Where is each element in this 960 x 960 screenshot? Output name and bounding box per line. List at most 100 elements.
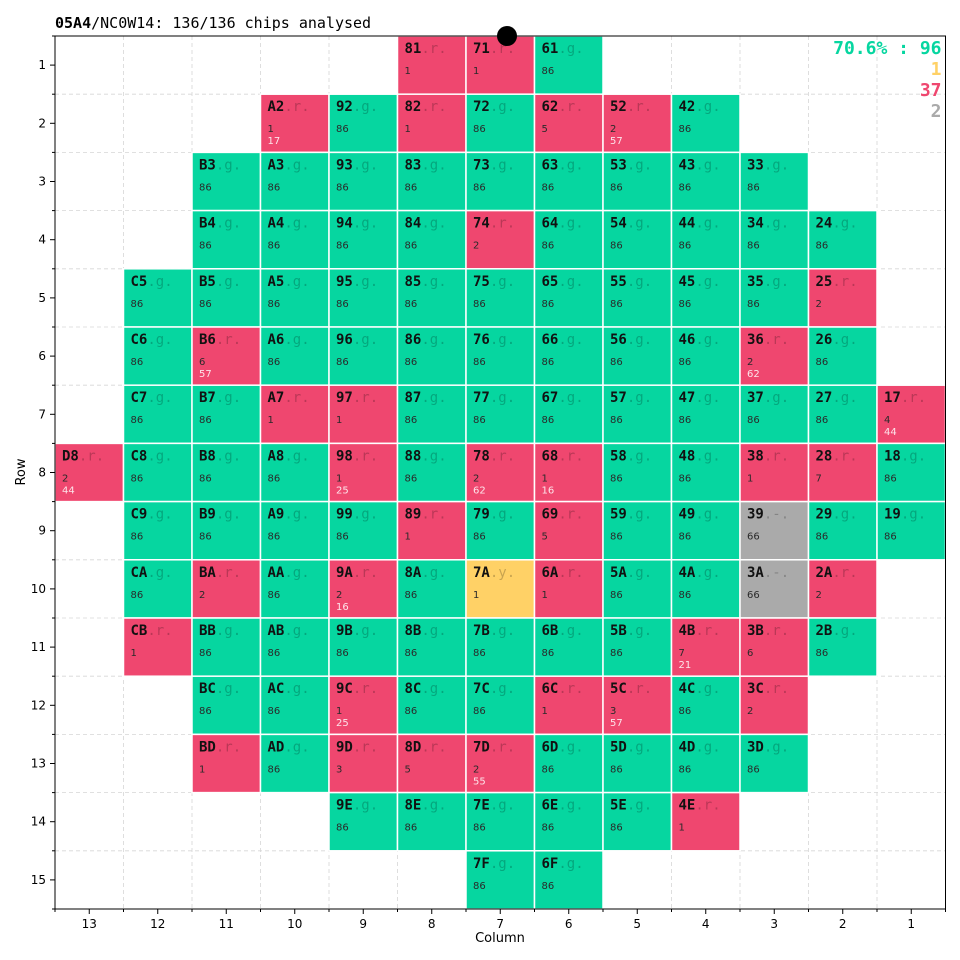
chip-cell-fill [533, 35, 604, 95]
chip-id-label: C5.g. [131, 274, 173, 290]
chip-cell-fill [396, 675, 467, 736]
chip-value-label: 2 [816, 590, 822, 601]
chip-secondary-label: 62 [747, 369, 760, 380]
chip-cell-fill [739, 442, 810, 503]
chip-id-label: 89.r. [405, 507, 447, 523]
chip-id-label: 85.g. [405, 274, 447, 290]
chip-id-label: 93.g. [336, 157, 378, 173]
chip-value-label: 86 [268, 473, 281, 484]
chip-cell-61: 61.g. 86 [533, 35, 604, 95]
chip-id-label: 8B.g. [405, 623, 447, 639]
chip-id-label: AC.g. [268, 681, 310, 697]
y-tick-label: 12 [31, 698, 46, 712]
chip-id-label: 96.g. [336, 332, 378, 348]
y-tick-label: 13 [31, 757, 46, 771]
chip-value-label: 86 [199, 415, 212, 426]
chip-id-label: 77.g. [473, 390, 515, 406]
chip-value-label: 86 [816, 415, 829, 426]
wafer-notch-marker [497, 26, 517, 46]
chip-cell-fill [602, 151, 673, 212]
chip-id-label: 56.g. [610, 332, 652, 348]
chip-id-label: 8A.g. [405, 565, 447, 581]
chip-cell-fill [533, 559, 604, 619]
chip-id-label: C9.g. [131, 507, 173, 523]
chip-cell-67: 67.g. 86 [533, 384, 604, 445]
chip-secondary-label: 44 [62, 485, 75, 496]
chip-cell-43: 43.g. 86 [670, 151, 741, 212]
chip-cell-29: 29.g. 86 [807, 500, 878, 561]
chip-cell-18: 18.g. 86 [876, 442, 947, 503]
x-tick-label: 11 [219, 917, 234, 931]
chip-id-label: 4B.r. [679, 623, 721, 639]
chip-id-label: 99.g. [336, 507, 378, 523]
chip-id-label: 6C.r. [542, 681, 584, 697]
chip-id-label: 88.g. [405, 448, 447, 464]
chip-cell-fill [739, 675, 810, 736]
chip-id-label: 19.g. [884, 507, 926, 523]
chip-cell-38: 38.r. 1 [739, 442, 810, 503]
chip-value-label: 86 [610, 823, 623, 834]
chip-id-label: 5C.r. [610, 681, 652, 697]
x-tick-label: 6 [565, 917, 573, 931]
chip-cell-fill [739, 733, 810, 794]
chip-id-label: 8D.r. [405, 739, 447, 755]
y-tick-label: 14 [31, 815, 46, 829]
chip-id-label: 65.g. [542, 274, 584, 290]
chip-id-label: BC.g. [199, 681, 241, 697]
chip-cell-2A: 2A.r. 2 [807, 559, 878, 619]
chip-value-label: 86 [268, 706, 281, 717]
chip-cell-fill [191, 326, 262, 386]
legend-entry: 37 [920, 80, 942, 101]
chip-value-label: 86 [268, 357, 281, 368]
chip-cell-fill [396, 326, 467, 386]
chip-id-label: B7.g. [199, 390, 241, 406]
chip-value-label: 86 [542, 182, 555, 193]
chip-secondary-label: 25 [336, 485, 349, 496]
chip-value-label: 86 [131, 357, 144, 368]
chip-cell-fill [396, 733, 467, 794]
chip-cell-19: 19.g. 86 [876, 500, 947, 561]
chip-cell-C7: C7.g. 86 [122, 384, 193, 445]
chip-cell-4E: 4E.r. 1 [670, 791, 741, 852]
chip-cell-fill [670, 617, 741, 677]
chip-secondary-label: 55 [473, 776, 486, 787]
x-tick-label: 13 [82, 917, 97, 931]
chip-id-label: 84.g. [405, 216, 447, 232]
chip-value-label: 86 [405, 415, 418, 426]
chip-value-label: 86 [816, 648, 829, 659]
chip-cell-83: 83.g. 86 [396, 151, 467, 212]
chip-cell-27: 27.g. 86 [807, 384, 878, 445]
chip-value-label: 86 [747, 764, 760, 775]
chip-cell-3C: 3C.r. 2 [739, 675, 810, 736]
chip-value-label: 2 [336, 590, 342, 601]
chip-cell-B7: B7.g. 86 [191, 384, 262, 445]
chip-cell-58: 58.g. 86 [602, 442, 673, 503]
chip-cell-fill [670, 209, 741, 270]
chip-cell-A7: A7.r. 1 [259, 384, 330, 445]
chip-cell-65: 65.g. 86 [533, 268, 604, 328]
chip-value-label: 86 [336, 648, 349, 659]
chip-cell-fill [259, 93, 330, 154]
chip-cell-56: 56.g. 86 [602, 326, 673, 386]
chip-cell-fill [465, 617, 536, 677]
chip-value-label: 86 [268, 648, 281, 659]
chip-cell-89: 89.r. 1 [396, 500, 467, 561]
chip-id-label: C7.g. [131, 390, 173, 406]
chip-cell-63: 63.g. 86 [533, 151, 604, 212]
chip-cell-fill [533, 617, 604, 677]
chip-cell-7A: 7A.y. 1 [465, 559, 536, 619]
chip-id-label: 57.g. [610, 390, 652, 406]
chip-cell-fill [807, 559, 878, 619]
chip-cell-17: 17.r. 444 [876, 384, 947, 445]
legend-entry: 70.6% : 96 [833, 38, 941, 59]
y-tick-label: 6 [38, 349, 46, 363]
chip-value-label: 86 [336, 823, 349, 834]
chip-cell-6B: 6B.g. 86 [533, 617, 604, 677]
title-rest: /NC0W14: 136/136 chips analysed [91, 14, 371, 32]
chip-value-label: 86 [336, 299, 349, 310]
chip-id-label: 59.g. [610, 507, 652, 523]
chip-cell-fill [465, 209, 536, 270]
chip-id-label: 67.g. [542, 390, 584, 406]
chip-cell-fill [122, 617, 193, 677]
